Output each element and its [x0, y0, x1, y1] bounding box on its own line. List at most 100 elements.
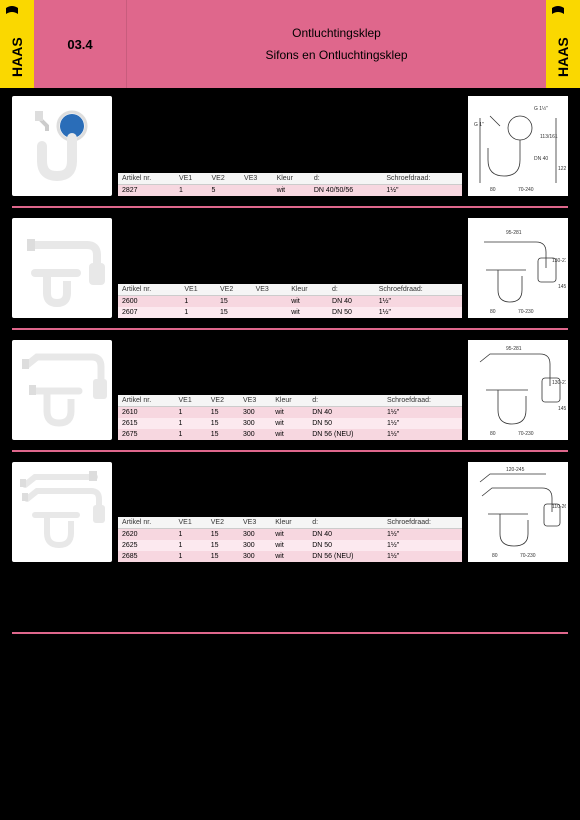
cell-artikel: 2615 [118, 418, 174, 429]
cell-ve3 [252, 307, 288, 318]
svg-text:80: 80 [490, 309, 496, 315]
cell-schroef: 1½" [383, 418, 462, 429]
cell-schroef: 1½" [383, 407, 462, 419]
svg-text:145: 145 [558, 284, 566, 290]
cell-schroef: 1½" [375, 296, 462, 308]
cell-ve2: 5 [208, 185, 241, 197]
technical-diagram: 95-281130-2101458070-230 [468, 218, 568, 318]
product-photo [12, 340, 112, 440]
product-body: Artikel nr. VE1 VE2 VE3 Kleur d: Schroef… [118, 340, 462, 440]
col-artikel: Artikel nr. [118, 284, 180, 296]
col-schroef: Schroefdraad: [382, 173, 462, 185]
col-schroef: Schroefdraad: [383, 395, 462, 407]
cell-artikel: 2607 [118, 307, 180, 318]
cell-ve3: 300 [239, 529, 271, 541]
cell-ve2: 15 [207, 540, 239, 551]
cell-ve1: 1 [175, 185, 208, 197]
table-body: 2610115300witDN 401½"2615115300witDN 501… [118, 407, 462, 441]
section-divider [12, 632, 568, 634]
cell-ve3: 300 [239, 418, 271, 429]
cell-kleur: wit [271, 418, 308, 429]
product-table: Artikel nr. VE1 VE2 VE3 Kleur d: Schroef… [118, 517, 462, 562]
cell-ve2: 15 [207, 418, 239, 429]
table-row: 2620115300witDN 401½" [118, 529, 462, 541]
product-description [118, 102, 462, 173]
col-ve3: VE3 [252, 284, 288, 296]
product-block: Artikel nr. VE1 VE2 VE3 Kleur d: Schroef… [0, 462, 580, 562]
col-kleur: Kleur [273, 173, 310, 185]
cell-schroef: 1½" [383, 540, 462, 551]
svg-text:110-265: 110-265 [552, 504, 566, 510]
svg-text:120-245: 120-245 [506, 467, 525, 473]
product-table: Artikel nr. VE1 VE2 VE3 Kleur d: Schroef… [118, 395, 462, 440]
page-title: Ontluchtingsklep [292, 26, 381, 40]
cell-ve1: 1 [180, 296, 216, 308]
col-ve2: VE2 [207, 517, 239, 529]
cell-schroef: 1½" [383, 551, 462, 562]
table-row: 2685115300witDN 56 (NEU)1½" [118, 551, 462, 562]
cell-ve2: 15 [216, 307, 252, 318]
svg-text:145: 145 [558, 406, 566, 412]
section-divider [12, 206, 568, 208]
col-kleur: Kleur [271, 517, 308, 529]
brand-logo-right: HAAS [546, 0, 580, 88]
product-table: Artikel nr. VE1 VE2 VE3 Kleur d: Schroef… [118, 284, 462, 318]
cell-kleur: wit [271, 407, 308, 419]
page-footer [0, 644, 580, 668]
col-ve3: VE3 [240, 173, 273, 185]
svg-text:70-230: 70-230 [518, 431, 534, 437]
technical-diagram: 120-245110-2658070-230 [468, 462, 568, 562]
cell-d: DN 40 [328, 296, 375, 308]
col-ve2: VE2 [208, 173, 241, 185]
product-body: Artikel nr. VE1 VE2 VE3 Kleur d: Schroef… [118, 96, 462, 196]
technical-diagram: 95-281130-2101458070-230 [468, 340, 568, 440]
catalog-page: HAAS 03.4 Ontluchtingsklep Sifons en Ont… [0, 0, 580, 668]
cell-d: DN 56 (NEU) [308, 551, 383, 562]
svg-text:122: 122 [558, 166, 566, 172]
cell-d: DN 40/50/56 [310, 185, 382, 197]
svg-text:130-210: 130-210 [552, 380, 566, 386]
cell-ve1: 1 [180, 307, 216, 318]
cell-ve3: 300 [239, 407, 271, 419]
cell-schroef: 1½" [383, 429, 462, 440]
cell-ve3 [252, 296, 288, 308]
table-body: 2600115witDN 401½"2607115witDN 501½" [118, 296, 462, 319]
svg-text:80: 80 [490, 187, 496, 193]
col-kleur: Kleur [287, 284, 328, 296]
page-subtitle: Sifons en Ontluchtingsklep [265, 48, 407, 62]
col-kleur: Kleur [271, 395, 308, 407]
cell-kleur: wit [271, 429, 308, 440]
product-block: Artikel nr. VE1 VE2 VE3 Kleur d: Schroef… [0, 218, 580, 318]
col-d: d: [328, 284, 375, 296]
header-title-block: Ontluchtingsklep Sifons en Ontluchtingsk… [126, 0, 546, 88]
cell-artikel: 2625 [118, 540, 174, 551]
table-body: 282715witDN 40/50/561½" [118, 185, 462, 197]
cell-kleur: wit [271, 540, 308, 551]
svg-text:95-281: 95-281 [506, 230, 522, 236]
cell-ve2: 15 [207, 407, 239, 419]
col-ve2: VE2 [207, 395, 239, 407]
col-d: d: [308, 517, 383, 529]
cell-artikel: 2685 [118, 551, 174, 562]
cell-kleur: wit [287, 296, 328, 308]
cell-ve1: 1 [174, 429, 206, 440]
col-ve3: VE3 [239, 517, 271, 529]
svg-text:HAAS: HAAS [555, 37, 571, 77]
col-schroef: Schroefdraad: [383, 517, 462, 529]
cell-ve3: 300 [239, 540, 271, 551]
cell-ve2: 15 [207, 429, 239, 440]
cell-ve3: 300 [239, 429, 271, 440]
svg-text:G 1½": G 1½" [534, 105, 548, 112]
product-body: Artikel nr. VE1 VE2 VE3 Kleur d: Schroef… [118, 462, 462, 562]
product-description [118, 224, 462, 284]
svg-text:70-230: 70-230 [518, 309, 534, 315]
table-row: 2615115300witDN 501½" [118, 418, 462, 429]
cell-kleur: wit [271, 529, 308, 541]
cell-artikel: 2827 [118, 185, 175, 197]
cell-ve1: 1 [174, 418, 206, 429]
svg-text:80: 80 [490, 431, 496, 437]
cell-d: DN 40 [308, 407, 383, 419]
cell-ve1: 1 [174, 529, 206, 541]
product-table: Artikel nr. VE1 VE2 VE3 Kleur d: Schroef… [118, 173, 462, 196]
product-photo [12, 218, 112, 318]
